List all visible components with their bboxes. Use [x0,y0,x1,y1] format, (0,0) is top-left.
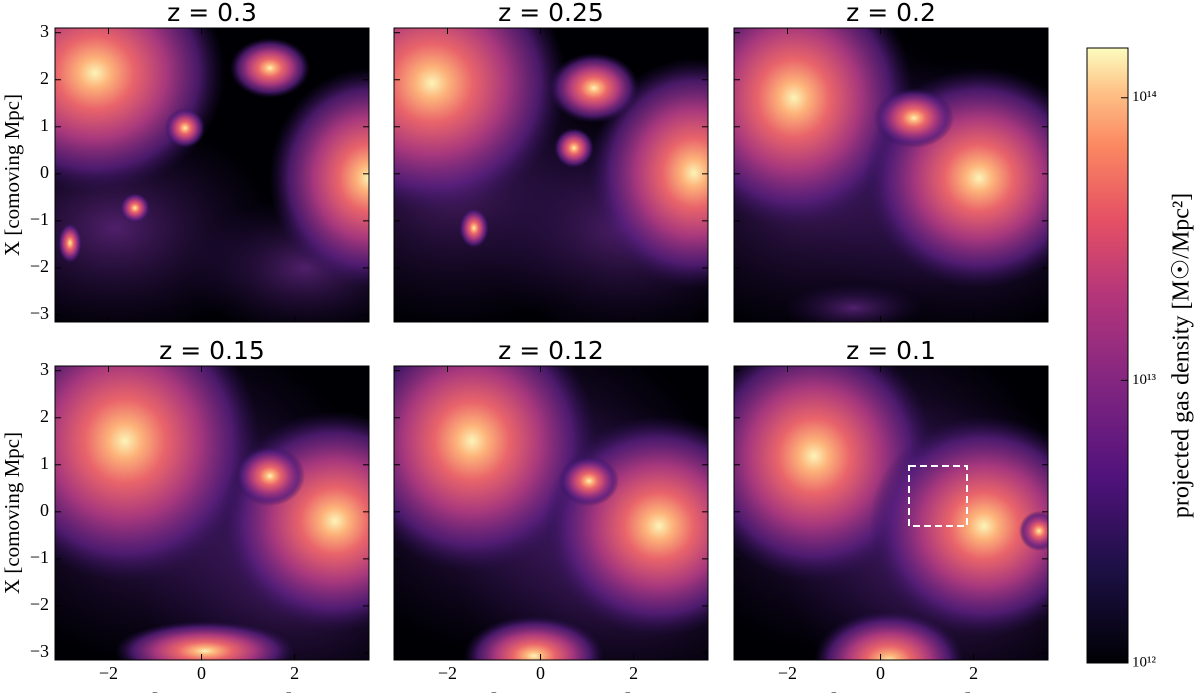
panel-title: z = 0.12 [498,336,604,365]
panel-title: z = 0.2 [846,0,936,27]
y-tick-label: 3 [40,359,49,379]
x-tick-label: −2 [438,663,457,683]
panel-frame [393,365,709,661]
density-map [734,28,1048,322]
y-axis-label: X [comoving Mpc] [0,94,24,256]
colorbar-tick-label: 10¹² [1132,654,1156,670]
y-tick-label: −3 [30,303,49,323]
x-axis-label: Y [comoving Mpc] [470,688,631,693]
gas-halo [559,456,619,506]
x-tick-label: −2 [778,663,797,683]
y-tick-label: 3 [40,21,49,41]
panel-frame [54,27,370,323]
panel-title: z = 0.1 [846,336,936,365]
gas-halo [869,416,1048,636]
x-axis-label: Y [comoving Mpc] [131,688,292,693]
x-tick-label: 2 [969,663,978,683]
y-axis-label: X [comoving Mpc] [0,432,24,594]
x-tick-label: 0 [197,663,206,683]
panel-title: z = 0.25 [498,0,604,27]
y-tick-label: −2 [30,594,49,614]
x-tick-label: 2 [629,663,638,683]
panel-frame [393,27,709,323]
gas-halo [120,193,150,223]
x-axis-label: Y [comoving Mpc] [810,688,971,693]
gas-haze [784,283,924,322]
colorbar-tick-label: 10¹⁴ [1132,89,1157,105]
y-tick-label: 2 [40,68,49,88]
y-tick-label: 1 [40,115,49,135]
x-tick-label: −2 [99,663,118,683]
x-tick-label: 0 [536,663,545,683]
gas-halo [549,53,639,123]
gas-halo [235,446,305,506]
gas-halo [814,611,964,660]
panel-title: z = 0.3 [167,0,257,27]
y-tick-label: −2 [30,256,49,276]
panel-frame [733,365,1049,661]
y-tick-label: −1 [30,209,49,229]
density-map [734,366,1048,660]
density-map [55,28,369,322]
gas-halo [58,223,82,263]
gas-halo [464,616,604,660]
gas-halo [874,88,954,148]
gas-halo [115,621,295,660]
gas-halo [269,68,369,288]
y-tick-label: 0 [40,162,49,182]
density-map [55,366,369,660]
panel-frame [733,27,1049,323]
y-tick-label: 0 [40,500,49,520]
panel-title: z = 0.15 [159,336,265,365]
gas-halo [55,28,225,193]
density-map [394,28,708,322]
y-tick-label: −3 [30,641,49,661]
colorbar [1086,47,1129,664]
gas-halo [55,366,260,581]
colorbar-tick-label: 10¹³ [1132,372,1156,388]
panel-frame [54,365,370,661]
gas-halo [230,38,310,98]
x-tick-label: 0 [876,663,885,683]
x-tick-label: 2 [290,663,299,683]
gas-halo [554,128,594,168]
y-tick-label: 1 [40,453,49,473]
y-tick-label: −1 [30,547,49,567]
y-tick-label: 2 [40,406,49,426]
density-map [394,366,708,660]
colorbar-label: projected gas density [M☉/Mpc²] [1169,193,1195,518]
gas-halo [394,28,567,213]
gas-halo [459,208,489,248]
highlight-box [908,465,968,527]
gas-halo [1019,511,1048,551]
gas-halo [165,108,205,148]
